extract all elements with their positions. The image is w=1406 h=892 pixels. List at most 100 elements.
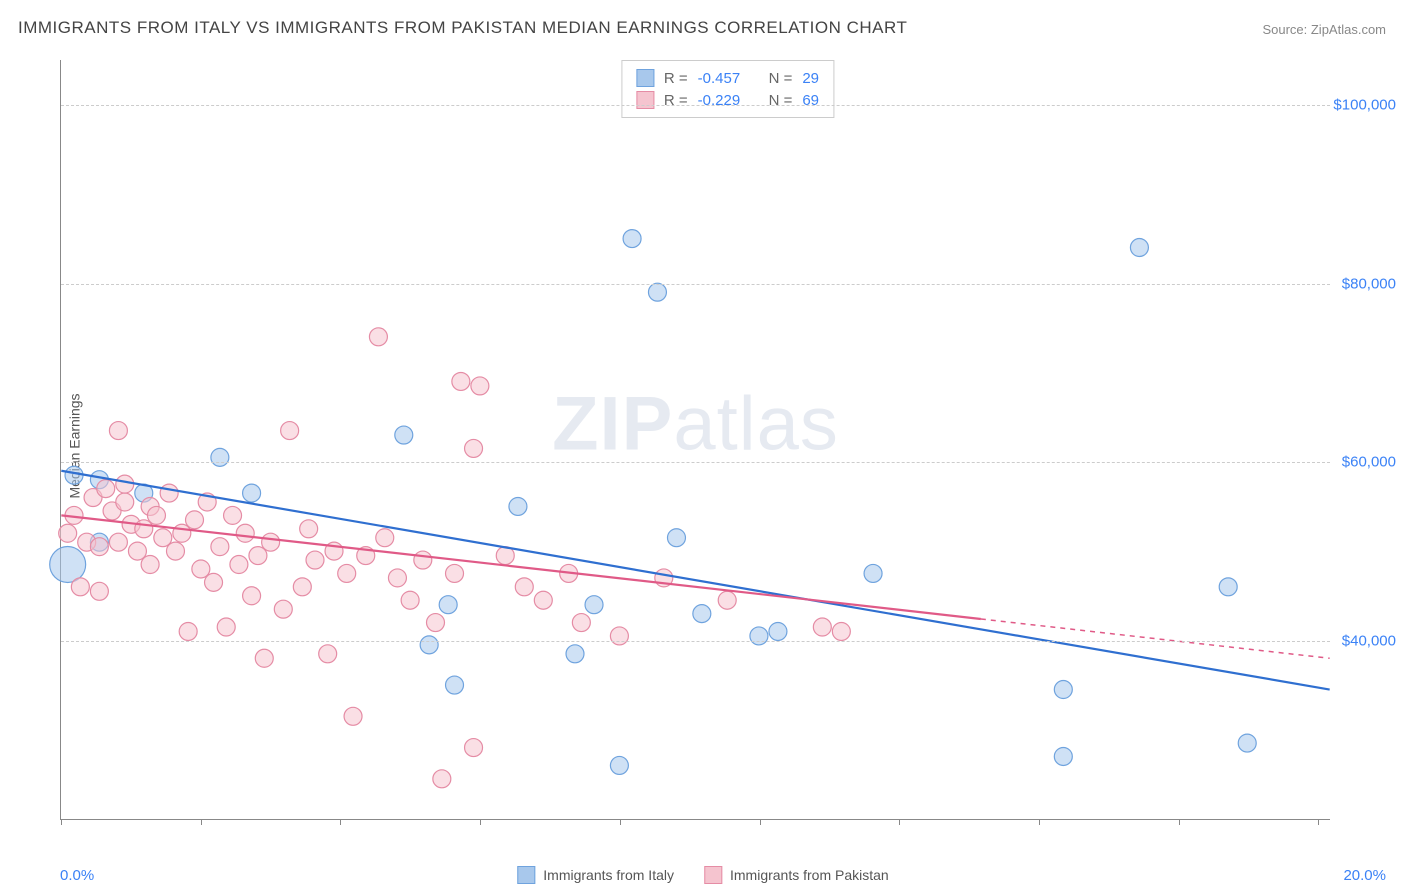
legend-bottom: Immigrants from Italy Immigrants from Pak… [517, 866, 888, 884]
chart-plot-area: ZIPatlas R = -0.457 N = 29 R = -0.229 N … [60, 60, 1330, 820]
x-tick-mark [1179, 819, 1180, 825]
data-point [262, 533, 280, 551]
data-point [236, 524, 254, 542]
x-axis-min-label: 0.0% [60, 867, 94, 884]
data-point [338, 564, 356, 582]
y-tick-label: $100,000 [1333, 96, 1396, 113]
data-point [1130, 239, 1148, 257]
data-point [515, 578, 533, 596]
data-point [71, 578, 89, 596]
gridline [61, 105, 1330, 106]
data-point [141, 556, 159, 574]
legend-item: Immigrants from Pakistan [704, 866, 889, 884]
y-tick-label: $40,000 [1342, 633, 1396, 650]
source-attribution: Source: ZipAtlas.com [1262, 22, 1386, 37]
data-point [572, 614, 590, 632]
data-point [446, 676, 464, 694]
chart-title: IMMIGRANTS FROM ITALY VS IMMIGRANTS FROM… [18, 18, 907, 38]
stat-value-r: -0.457 [698, 70, 741, 87]
data-point [211, 448, 229, 466]
data-point [832, 622, 850, 640]
stat-value-r: -0.229 [698, 92, 741, 109]
data-point [293, 578, 311, 596]
legend-item: Immigrants from Italy [517, 866, 674, 884]
x-tick-mark [1039, 819, 1040, 825]
data-point [281, 422, 299, 440]
data-point [1054, 681, 1072, 699]
x-tick-mark [760, 819, 761, 825]
data-point [446, 564, 464, 582]
data-point [465, 739, 483, 757]
data-point [439, 596, 457, 614]
legend-stats-row: R = -0.457 N = 29 [636, 67, 819, 89]
legend-stats-box: R = -0.457 N = 29 R = -0.229 N = 69 [621, 60, 834, 118]
data-point [109, 533, 127, 551]
data-point [274, 600, 292, 618]
data-point [610, 627, 628, 645]
data-point [376, 529, 394, 547]
data-point [116, 475, 134, 493]
legend-swatch [636, 91, 654, 109]
legend-label: Immigrants from Italy [543, 867, 674, 883]
data-point [769, 622, 787, 640]
data-point [147, 506, 165, 524]
data-point [205, 573, 223, 591]
legend-swatch [704, 866, 722, 884]
data-point [1238, 734, 1256, 752]
data-point [610, 756, 628, 774]
stat-label-n: N = [769, 92, 793, 109]
data-point [648, 283, 666, 301]
data-point [420, 636, 438, 654]
data-point [186, 511, 204, 529]
data-point [179, 622, 197, 640]
data-point [1219, 578, 1237, 596]
gridline [61, 284, 1330, 285]
x-tick-mark [620, 819, 621, 825]
stat-label-r: R = [664, 92, 688, 109]
data-point [243, 587, 261, 605]
data-point [509, 497, 527, 515]
data-point [369, 328, 387, 346]
data-point [566, 645, 584, 663]
legend-stats-row: R = -0.229 N = 69 [636, 89, 819, 111]
data-point [50, 547, 86, 583]
data-point [166, 542, 184, 560]
x-tick-mark [480, 819, 481, 825]
data-point [224, 506, 242, 524]
data-point [109, 422, 127, 440]
stat-label-n: N = [769, 70, 793, 87]
data-point [65, 466, 83, 484]
data-point [750, 627, 768, 645]
legend-swatch [517, 866, 535, 884]
data-point [667, 529, 685, 547]
data-point [230, 556, 248, 574]
stat-value-n: 69 [802, 92, 819, 109]
regression-line [61, 471, 1329, 690]
data-point [243, 484, 261, 502]
data-point [344, 707, 362, 725]
data-point [471, 377, 489, 395]
data-point [452, 372, 470, 390]
data-point [97, 480, 115, 498]
stat-value-n: 29 [802, 70, 819, 87]
data-point [300, 520, 318, 538]
stat-label-r: R = [664, 70, 688, 87]
x-axis-max-label: 20.0% [1343, 867, 1386, 884]
data-point [427, 614, 445, 632]
x-tick-mark [201, 819, 202, 825]
data-point [116, 493, 134, 511]
data-point [1054, 748, 1072, 766]
legend-swatch [636, 69, 654, 87]
scatter-plot-svg [61, 60, 1330, 819]
y-tick-label: $80,000 [1342, 275, 1396, 292]
data-point [401, 591, 419, 609]
data-point [90, 582, 108, 600]
data-point [59, 524, 77, 542]
data-point [414, 551, 432, 569]
data-point [388, 569, 406, 587]
data-point [90, 538, 108, 556]
data-point [217, 618, 235, 636]
data-point [255, 649, 273, 667]
y-tick-label: $60,000 [1342, 454, 1396, 471]
data-point [813, 618, 831, 636]
